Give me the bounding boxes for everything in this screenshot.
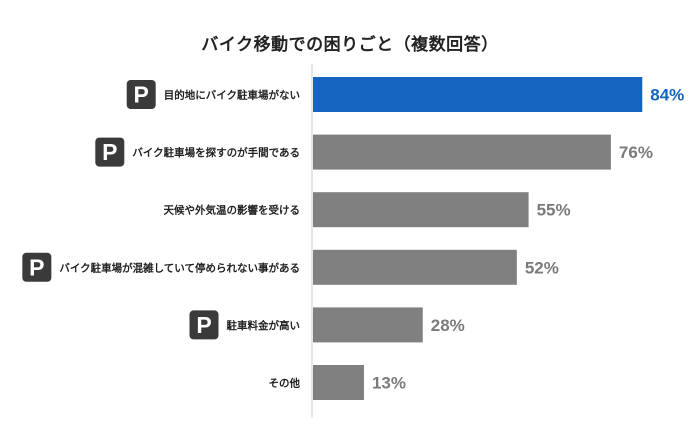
bar — [313, 192, 529, 228]
parking-icon-bg — [189, 310, 219, 340]
data-label: 76% — [619, 143, 653, 162]
parking-icon-bg — [22, 252, 52, 282]
parking-icon-letter: P — [29, 254, 44, 280]
category-label: 目的地にバイク駐車場がない — [164, 89, 300, 102]
data-label: 13% — [372, 374, 406, 393]
bar — [313, 249, 517, 285]
parking-icon-letter: P — [102, 139, 117, 165]
parking-icon: P — [22, 252, 52, 282]
category-label: その他 — [269, 377, 301, 390]
category-label: 天候や外気温の影響を受ける — [164, 204, 301, 217]
parking-icon-bg — [95, 137, 125, 167]
bar — [313, 365, 364, 400]
parking-icon-bg — [126, 80, 156, 109]
chart-title: バイク移動での困りごと（複数回答） — [201, 35, 499, 55]
category-label: 駐車料金が高い — [227, 319, 301, 332]
data-label: 52% — [525, 258, 559, 277]
parking-icon-letter: P — [134, 82, 149, 108]
parking-icon-letter: P — [196, 312, 211, 338]
data-label: 84% — [650, 86, 684, 105]
category-label: バイク駐車場を探すのが手間である — [132, 146, 300, 159]
bar — [313, 77, 643, 112]
data-label: 55% — [537, 201, 571, 220]
data-label: 28% — [431, 316, 465, 335]
parking-icon: P — [95, 137, 125, 167]
parking-icon: P — [126, 80, 156, 109]
bar — [313, 134, 611, 170]
parking-icon: P — [189, 310, 219, 340]
category-label: バイク駐車場が混雑していて停められない事がある — [59, 261, 300, 274]
bar — [313, 307, 423, 343]
